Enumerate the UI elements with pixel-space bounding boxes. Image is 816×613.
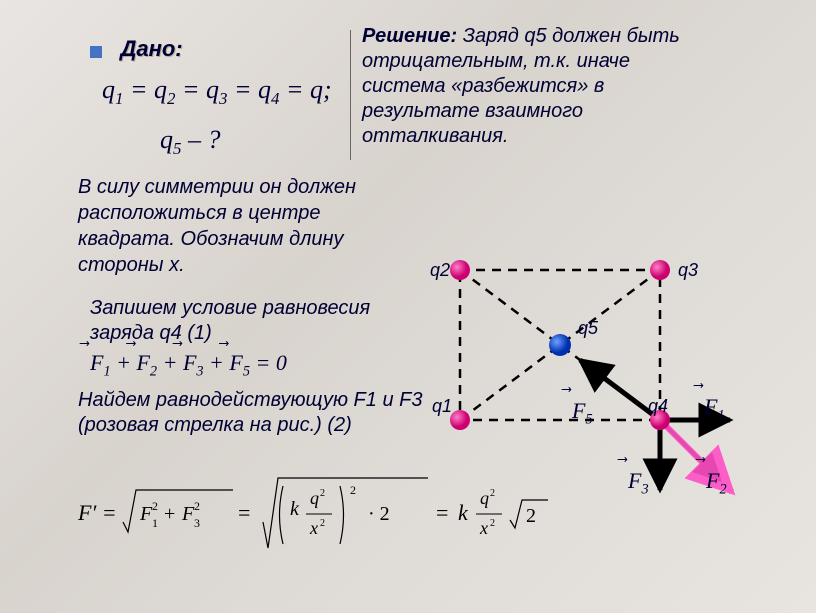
label-F5: ⃗F5 (572, 398, 593, 428)
label-F2: ⃗F2 (706, 468, 727, 498)
label-q1: q1 (432, 396, 452, 417)
diagram-svg (0, 0, 816, 613)
label-F3: ⃗F3 (628, 468, 649, 498)
label-q4: q4 (648, 396, 668, 417)
label-q5: q5 (578, 318, 598, 339)
label-q3: q3 (678, 260, 698, 281)
label-F1: ⃗F1 (704, 394, 725, 424)
label-q2: q2 (430, 260, 450, 281)
